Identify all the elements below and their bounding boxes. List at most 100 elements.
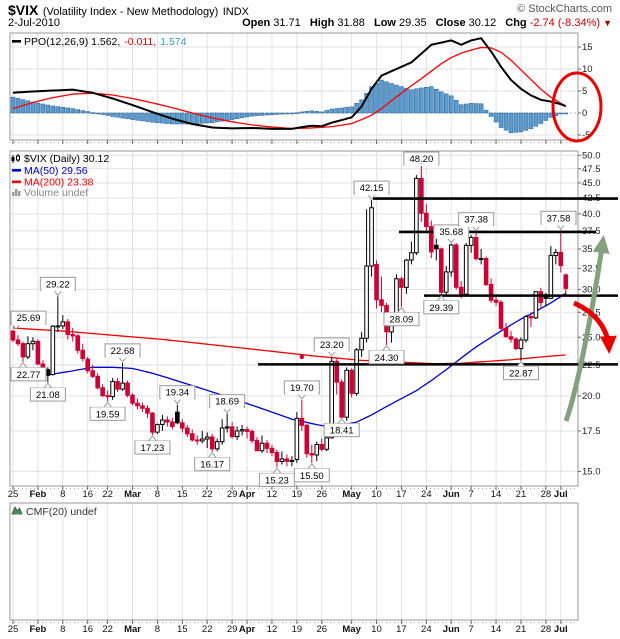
green-up-arrow (563, 235, 610, 422)
volume-bars-icon (18, 191, 21, 196)
svg-text:Mar: Mar (124, 624, 141, 635)
svg-text:26: 26 (316, 489, 327, 500)
svg-text:32.5: 32.5 (582, 263, 601, 274)
candles (10, 164, 569, 468)
svg-text:5: 5 (582, 86, 587, 97)
low-label: Low (373, 17, 396, 29)
copyright: © StockCharts.com (517, 3, 612, 15)
svg-text:28: 28 (541, 624, 552, 635)
svg-text:24: 24 (421, 489, 432, 500)
svg-text:May: May (342, 624, 361, 635)
svg-text:Jun: Jun (443, 624, 460, 635)
svg-text:16.17: 16.17 (200, 460, 224, 471)
svg-text:14: 14 (491, 489, 502, 500)
svg-text:15: 15 (177, 624, 188, 635)
svg-text:23.20: 23.20 (320, 340, 344, 351)
symbol: $VIX (8, 2, 39, 18)
svg-text:19: 19 (292, 489, 303, 500)
ppo-line (12, 37, 567, 130)
svg-text:15: 15 (582, 42, 593, 53)
svg-text:19.70: 19.70 (290, 383, 314, 394)
svg-text:21.08: 21.08 (36, 390, 60, 401)
svg-text:35.68: 35.68 (439, 227, 463, 238)
ppo-legend: PPO(12,26,9) 1.562, -0.011, 1.574 (24, 36, 187, 48)
svg-text:16: 16 (82, 624, 93, 635)
title-line: $VIX (Volatility Index - New Methodology… (8, 2, 612, 20)
price-labels: 25.69 29.22 22.68 19.34 18.69 19.70 23.20 42.15… (10, 151, 577, 487)
svg-text:20.0: 20.0 (582, 391, 601, 402)
ppo-crossover-ellipse (551, 71, 603, 143)
svg-text:22.87: 22.87 (509, 369, 533, 380)
svg-text:8: 8 (60, 624, 65, 635)
svg-text:12: 12 (267, 624, 278, 635)
svg-text:12: 12 (267, 489, 278, 500)
svg-text:40.0: 40.0 (582, 209, 601, 220)
high-label: High (309, 17, 335, 29)
svg-text:22.68: 22.68 (111, 346, 135, 357)
svg-text:Jul: Jul (554, 489, 568, 500)
chg-label: Chg (505, 17, 527, 29)
svg-text:30.0: 30.0 (582, 284, 601, 295)
ppo-line-icon (12, 40, 21, 43)
ppo-signal-line (12, 46, 567, 130)
svg-text:21: 21 (516, 489, 527, 500)
volume-bars-icon (12, 192, 15, 196)
svg-text:25: 25 (8, 489, 19, 500)
svg-text:8: 8 (155, 624, 160, 635)
svg-text:22: 22 (102, 489, 113, 500)
low-value: 29.35 (399, 17, 427, 29)
svg-text:28.09: 28.09 (390, 315, 414, 326)
open-value: 31.71 (273, 17, 301, 29)
svg-text:17.23: 17.23 (141, 443, 165, 454)
ppo-histogram (10, 79, 569, 134)
svg-text:Apr: Apr (239, 489, 256, 500)
chg-down-triangle-icon: ▼ (603, 18, 612, 28)
svg-text:17.5: 17.5 (582, 426, 601, 437)
svg-text:Feb: Feb (29, 624, 46, 635)
red-dot-marker (299, 354, 305, 360)
svg-text:25.0: 25.0 (582, 332, 601, 343)
symbol-description: (Volatility Index - New Methodology) (42, 6, 219, 18)
svg-text:47.5: 47.5 (582, 164, 601, 175)
svg-text:Mar: Mar (124, 489, 141, 500)
svg-text:22: 22 (202, 624, 213, 635)
legends: PPO(12,26,9) 1.562, -0.011, 1.574 $VIX (Dai… (11, 36, 187, 518)
svg-text:22: 22 (102, 624, 113, 635)
svg-text:26: 26 (316, 624, 327, 635)
svg-text:45.0: 45.0 (582, 178, 601, 189)
svg-text:50.0: 50.0 (582, 150, 601, 161)
svg-text:48.20: 48.20 (409, 154, 433, 165)
svg-text:Apr: Apr (239, 624, 256, 635)
ma200-line (12, 327, 566, 365)
svg-text:17: 17 (396, 624, 407, 635)
svg-text:18.69: 18.69 (215, 397, 239, 408)
ma50-line (12, 292, 567, 428)
cmf-area-icon (11, 506, 23, 515)
svg-text:Jun: Jun (443, 489, 460, 500)
svg-text:19.59: 19.59 (96, 409, 120, 420)
svg-text:21: 21 (516, 624, 527, 635)
chg-value: -2.74 (-8.34%) (529, 17, 601, 29)
volume-bars-icon (15, 189, 18, 196)
gridlines (10, 33, 578, 620)
svg-text:Feb: Feb (29, 489, 46, 500)
x-axis-labels: 25 Feb 8 16 22 Mar 8 15 22 29 Apr 12 19 26 May 10 17 24 Ju… (8, 489, 568, 635)
svg-text:MA(200) 23.38: MA(200) 23.38 (24, 177, 94, 189)
svg-text:Jul: Jul (554, 624, 568, 635)
svg-text:16: 16 (82, 489, 93, 500)
svg-text:$VIX (Daily) 30.12: $VIX (Daily) 30.12 (24, 153, 109, 165)
close-value: 30.12 (468, 17, 497, 29)
svg-text:24: 24 (421, 624, 432, 635)
svg-text:0: 0 (582, 108, 587, 119)
axis-ticks (10, 46, 581, 624)
svg-text:22: 22 (202, 489, 213, 500)
svg-text:7: 7 (469, 624, 474, 635)
svg-text:-5: -5 (582, 130, 590, 141)
svg-text:MA(50) 29.56: MA(50) 29.56 (24, 165, 88, 177)
svg-text:17: 17 (396, 489, 407, 500)
svg-text:24.30: 24.30 (375, 353, 399, 364)
svg-text:10: 10 (371, 624, 382, 635)
close-label: Close (435, 17, 466, 29)
